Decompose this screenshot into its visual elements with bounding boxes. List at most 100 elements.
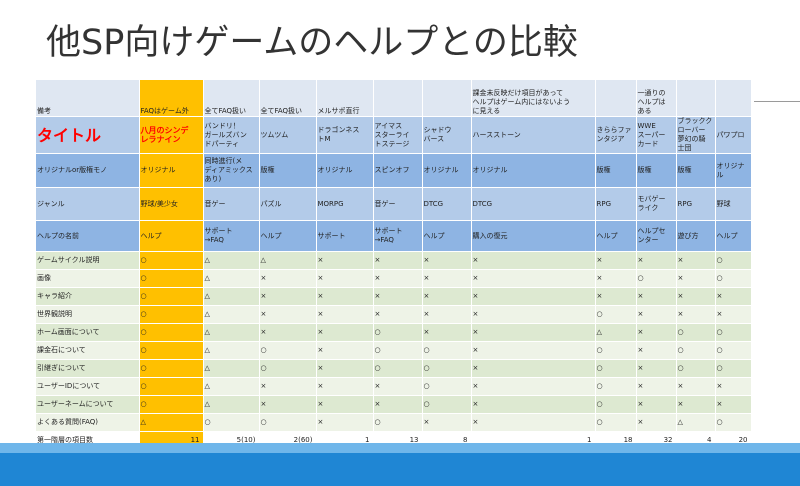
support-mark: × bbox=[715, 287, 752, 306]
support-mark: × bbox=[259, 377, 317, 396]
feature-row: ゲームサイクル説明 ○ △ △ × × × × × × × ○ bbox=[36, 251, 752, 270]
table-cell: サポート →FAQ bbox=[203, 220, 260, 252]
table-cell: パワプロ bbox=[715, 116, 752, 154]
source-type-row: オリジナルor版権モノ オリジナル 同時進行(メ ディアミックス あり) 版権 オリジナ… bbox=[36, 153, 752, 188]
support-mark: × bbox=[471, 341, 596, 360]
support-mark: × bbox=[316, 359, 374, 378]
support-mark: × bbox=[676, 269, 716, 288]
support-mark: ○ bbox=[203, 413, 260, 432]
table-cell bbox=[373, 80, 423, 117]
table-cell: ヘルプ bbox=[259, 220, 317, 252]
support-mark: × bbox=[373, 395, 423, 414]
table-cell: ツムツム bbox=[259, 116, 317, 154]
table-cell: オリジナル bbox=[422, 153, 472, 188]
feature-row: ユーザーネームについて ○ △ × × × ○ × ○ × × × bbox=[36, 395, 752, 414]
table-cell: 一通りの ヘルプは ある bbox=[636, 80, 677, 117]
support-mark: × bbox=[422, 251, 472, 270]
support-mark: × bbox=[471, 377, 596, 396]
support-mark: ○ bbox=[595, 377, 637, 396]
support-mark: × bbox=[471, 269, 596, 288]
feature-row: キャラ紹介 ○ △ × × × × × × × × × bbox=[36, 287, 752, 306]
table-cell: 版権 bbox=[676, 153, 716, 188]
feature-label: 世界観説明 bbox=[36, 305, 140, 324]
support-mark: × bbox=[373, 377, 423, 396]
support-mark: × bbox=[715, 305, 752, 324]
table-cell: ヘルプ bbox=[139, 220, 204, 252]
support-mark: △ bbox=[203, 341, 260, 360]
support-mark: × bbox=[471, 305, 596, 324]
table-cell bbox=[422, 80, 472, 117]
support-mark: ○ bbox=[259, 359, 317, 378]
table-cell bbox=[676, 80, 716, 117]
support-mark: × bbox=[316, 269, 374, 288]
table-cell: パズル bbox=[259, 187, 317, 221]
genre-row: ジャンル 野球/美少女 音ゲー パズル MORPG 音ゲー DTCG DTCG RPG モバゲー … bbox=[36, 187, 752, 221]
table-cell: ヘルプセ ンター bbox=[636, 220, 677, 252]
table-cell: ヘルプの名前 bbox=[36, 220, 140, 252]
support-mark: ○ bbox=[595, 359, 637, 378]
support-mark: ○ bbox=[139, 305, 204, 324]
slide-title: 他SP向けゲームのヘルプとの比較 bbox=[46, 23, 578, 63]
table-cell: 野球 bbox=[715, 187, 752, 221]
support-mark: × bbox=[636, 359, 677, 378]
support-mark: ○ bbox=[715, 269, 752, 288]
table-cell: 全てFAQ扱い bbox=[203, 80, 260, 117]
feature-label: よくある質問(FAQ) bbox=[36, 413, 140, 432]
support-mark: ○ bbox=[373, 413, 423, 432]
table-cell: DTCG bbox=[471, 187, 596, 221]
support-mark: × bbox=[422, 269, 472, 288]
support-mark: × bbox=[316, 287, 374, 306]
table-cell: 八月のシンデ レラナイン bbox=[139, 116, 204, 154]
table-cell: バンドリ！ ガールズバン ドパーティ bbox=[203, 116, 260, 154]
support-mark: × bbox=[636, 341, 677, 360]
table-cell: ジャンル bbox=[36, 187, 140, 221]
support-mark: △ bbox=[676, 413, 716, 432]
support-mark: × bbox=[259, 287, 317, 306]
support-mark: △ bbox=[203, 305, 260, 324]
feature-row: 画像 ○ △ × × × × × × ○ × ○ bbox=[36, 269, 752, 288]
table-cell: メルサポ直行 bbox=[316, 80, 374, 117]
support-mark: ○ bbox=[715, 413, 752, 432]
support-mark: × bbox=[471, 395, 596, 414]
support-mark: × bbox=[316, 413, 374, 432]
table-cell: サポート →FAQ bbox=[373, 220, 423, 252]
table-cell: オリジナルor版権モノ bbox=[36, 153, 140, 188]
table-cell: 遊び方 bbox=[676, 220, 716, 252]
support-mark: ○ bbox=[595, 305, 637, 324]
support-mark: × bbox=[676, 395, 716, 414]
support-mark: △ bbox=[203, 323, 260, 342]
feature-row: ホーム画面について ○ △ × × ○ × × △ × ○ ○ bbox=[36, 323, 752, 342]
feature-label: キャラ紹介 bbox=[36, 287, 140, 306]
footer-band bbox=[0, 453, 800, 486]
feature-row: ユーザーIDについて ○ △ × × × ○ × ○ × × × bbox=[36, 377, 752, 396]
table-cell: モバゲー ライク bbox=[636, 187, 677, 221]
support-mark: × bbox=[373, 287, 423, 306]
support-mark: × bbox=[636, 323, 677, 342]
support-mark: × bbox=[471, 251, 596, 270]
support-mark: × bbox=[676, 377, 716, 396]
support-mark: ○ bbox=[595, 341, 637, 360]
feature-label: 課金石について bbox=[36, 341, 140, 360]
support-mark: ○ bbox=[595, 413, 637, 432]
feature-label: ホーム画面について bbox=[36, 323, 140, 342]
support-mark: × bbox=[595, 287, 637, 306]
support-mark: × bbox=[636, 413, 677, 432]
support-mark: × bbox=[636, 287, 677, 306]
support-mark: ○ bbox=[139, 269, 204, 288]
support-mark: ○ bbox=[373, 341, 423, 360]
footer-band-light bbox=[0, 443, 800, 453]
table-cell: 版権 bbox=[259, 153, 317, 188]
table-cell: 課金未反映だけ項目があって ヘルプはゲーム内にはないよう に見える bbox=[471, 80, 596, 117]
support-mark: ○ bbox=[373, 323, 423, 342]
feature-label: ゲームサイクル説明 bbox=[36, 251, 140, 270]
support-mark: × bbox=[316, 377, 374, 396]
table-cell: 野球/美少女 bbox=[139, 187, 204, 221]
feature-row: 世界観説明 ○ △ × × × × × ○ × × × bbox=[36, 305, 752, 324]
table-cell: きららファ ンタジア bbox=[595, 116, 637, 154]
support-mark: △ bbox=[139, 413, 204, 432]
table-cell: ヘルプ bbox=[422, 220, 472, 252]
table-cell: RPG bbox=[595, 187, 637, 221]
table-cell: RPG bbox=[676, 187, 716, 221]
divider-line bbox=[754, 101, 800, 102]
table-cell: オリジナル bbox=[139, 153, 204, 188]
